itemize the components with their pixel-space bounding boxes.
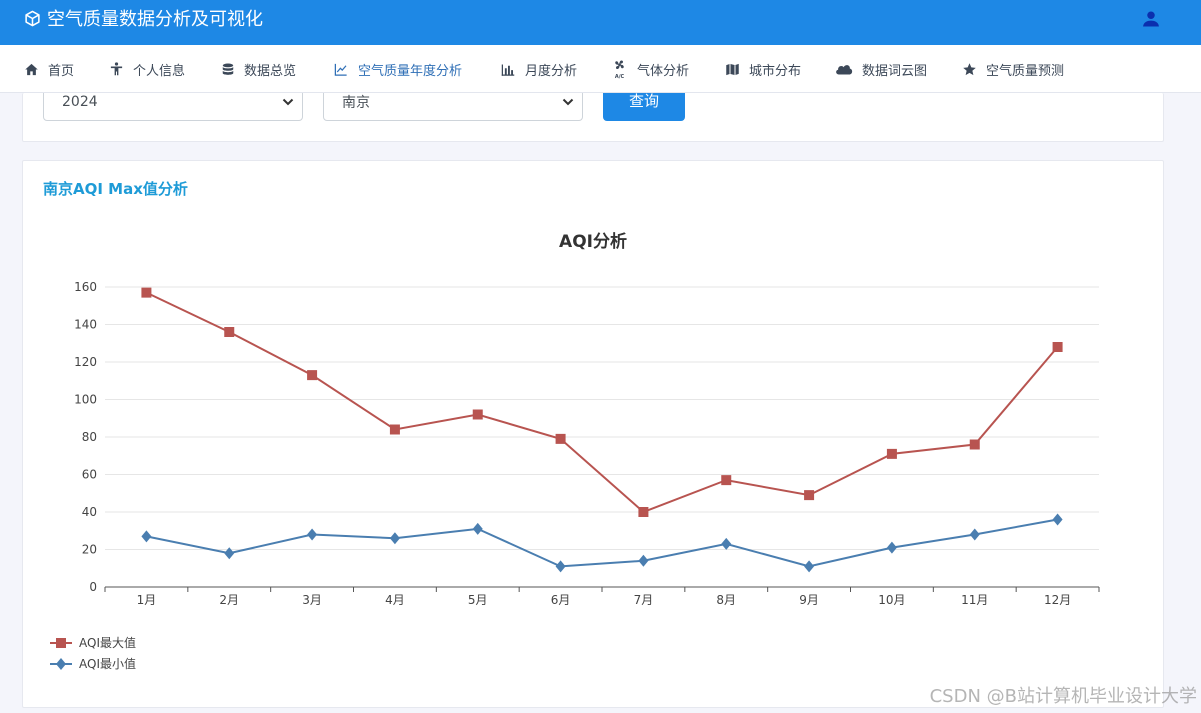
data-point	[969, 528, 980, 541]
data-point	[389, 424, 400, 435]
nav-item-prediction[interactable]: 空气质量预测	[962, 45, 1064, 93]
chevron-down-icon	[562, 98, 574, 106]
x-tick-label: 4月	[385, 593, 405, 607]
top-bar: 空气质量数据分析及可视化	[0, 0, 1201, 45]
nav-item-label: 个人信息	[133, 63, 186, 79]
nav-item-home[interactable]: 首页	[24, 45, 74, 93]
data-point	[141, 530, 152, 543]
data-point	[886, 541, 897, 554]
data-point	[555, 433, 566, 444]
home-icon	[25, 63, 38, 75]
nav-item-label: 月度分析	[525, 63, 578, 79]
year-select[interactable]: 2024	[43, 93, 303, 121]
svg-text:A/C: A/C	[615, 74, 625, 79]
map-icon	[726, 63, 739, 75]
series-line	[145, 291, 1059, 514]
nav-item-label: 首页	[48, 63, 75, 79]
nav-item-label: 气体分析	[637, 63, 690, 79]
data-point	[804, 560, 815, 573]
data-point	[721, 475, 732, 486]
legend-marker	[56, 638, 66, 648]
series-line	[146, 518, 1058, 568]
data-point	[886, 448, 897, 459]
chart-title: AQI分析	[559, 231, 627, 252]
city-select-value: 南京	[342, 95, 370, 111]
data-point	[224, 547, 235, 560]
app-title: 空气质量数据分析及可视化	[47, 9, 263, 30]
cube-icon	[25, 10, 40, 26]
nav-item-label: 数据词云图	[862, 63, 928, 79]
database-icon	[222, 63, 234, 75]
legend-label: AQI最大值	[79, 635, 136, 650]
filter-row: 2024 南京 查询	[0, 93, 1201, 121]
x-tick-label: 10月	[878, 593, 905, 607]
nav-item-monthly-analysis[interactable]: 月度分析	[500, 45, 577, 93]
x-tick-label: 2月	[219, 593, 239, 607]
air-conditioner-icon: A/C	[615, 60, 625, 79]
nav-item-city-distribution[interactable]: 城市分布	[725, 45, 801, 93]
chevron-down-icon	[282, 98, 294, 106]
data-point	[472, 522, 483, 535]
data-point	[1052, 342, 1063, 352]
x-tick-label: 12月	[1044, 593, 1071, 607]
y-tick-label: 20	[82, 543, 97, 557]
person-icon	[110, 62, 123, 76]
x-tick-label: 7月	[634, 593, 654, 607]
user-icon[interactable]	[1141, 9, 1161, 29]
x-tick-label: 9月	[799, 593, 819, 607]
year-select-value: 2024	[62, 94, 98, 110]
x-tick-label: 1月	[137, 593, 157, 607]
x-tick-label: 11月	[961, 593, 988, 607]
bar-chart-icon	[501, 64, 515, 76]
y-tick-label: 140	[74, 318, 97, 332]
star-icon	[963, 62, 976, 75]
nav-item-label: 数据总览	[244, 63, 297, 79]
x-tick-label: 6月	[551, 593, 571, 607]
data-point	[307, 528, 318, 541]
legend-label: AQI最小值	[79, 656, 136, 671]
data-point	[472, 409, 483, 420]
data-point	[307, 370, 318, 381]
data-point	[969, 439, 980, 450]
y-tick-label: 40	[82, 505, 97, 519]
x-tick-label: 3月	[302, 593, 322, 607]
nav-item-overview[interactable]: 数据总览	[221, 45, 296, 93]
city-select[interactable]: 南京	[323, 93, 583, 121]
nav-item-gas-analysis[interactable]: A/C 气体分析	[611, 45, 689, 93]
data-point	[638, 554, 649, 567]
data-point	[804, 490, 815, 501]
chart-card	[22, 160, 1164, 708]
data-point	[141, 287, 152, 298]
data-point	[224, 327, 235, 337]
y-tick-label: 0	[89, 580, 97, 594]
nav-item-label: 空气质量年度分析	[358, 63, 463, 79]
data-point	[721, 537, 732, 550]
nav-item-label: 城市分布	[749, 63, 802, 79]
y-tick-label: 80	[82, 430, 97, 444]
y-tick-label: 160	[74, 280, 97, 294]
x-tick-label: 8月	[716, 593, 736, 607]
cloud-icon	[836, 65, 853, 75]
data-point	[1052, 513, 1063, 526]
nav-item-label: 空气质量预测	[986, 63, 1065, 79]
y-tick-label: 120	[74, 355, 97, 369]
nav-item-word-cloud[interactable]: 数据词云图	[835, 45, 927, 93]
main-nav: 首页 个人信息 数据总览 空气质量年度分析 月度分析 A/C 气体分析 城市分布…	[0, 45, 1201, 93]
data-point	[389, 532, 400, 545]
y-tick-label: 60	[82, 468, 97, 482]
brand[interactable]: 空气质量数据分析及可视化	[24, 6, 263, 30]
y-tick-label: 100	[74, 393, 97, 407]
query-button[interactable]: 查询	[603, 93, 685, 121]
chart-card-heading: 南京AQI Max值分析	[43, 180, 188, 198]
nav-item-annual-analysis[interactable]: 空气质量年度分析	[333, 45, 462, 93]
data-point	[555, 560, 566, 573]
line-chart-icon	[334, 63, 347, 76]
legend-marker	[56, 658, 66, 670]
x-tick-label: 5月	[468, 593, 488, 607]
data-point	[638, 507, 649, 517]
nav-item-profile[interactable]: 个人信息	[109, 45, 185, 93]
watermark: CSDN @B站计算机毕业设计大学	[929, 686, 1197, 707]
